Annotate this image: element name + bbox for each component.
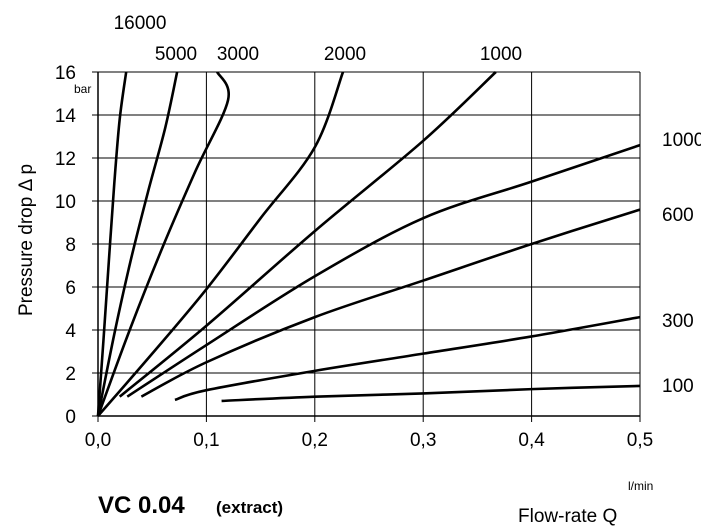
y-tick-label: 6 xyxy=(65,278,76,299)
series-label-600-right: 600 xyxy=(662,205,694,226)
series-line-300-right xyxy=(174,315,641,402)
series-line-600-right xyxy=(140,208,641,398)
x-axis-title: Flow-rate Q xyxy=(518,506,617,526)
series-line-100-right xyxy=(221,384,641,403)
y-tick-label: 14 xyxy=(55,106,77,127)
series-label-1000-top: 1000 xyxy=(480,44,522,65)
y-tick-label: 10 xyxy=(55,192,76,213)
chart-subtitle: (extract) xyxy=(216,498,283,517)
y-tick-label: 4 xyxy=(65,321,76,342)
y-tick-label: 0 xyxy=(65,407,76,428)
series-group xyxy=(96,71,641,417)
series-label-2000-top: 2000 xyxy=(324,44,366,65)
series-line-16000-top xyxy=(96,71,128,417)
y-tick-label: 12 xyxy=(55,149,76,170)
series-label-300-right: 300 xyxy=(662,311,694,332)
series-label-3000-top: 3000 xyxy=(217,44,259,65)
y-axis-title: Pressure drop Δ p xyxy=(16,164,37,316)
y-tick-label: 2 xyxy=(65,364,76,385)
axes: 0,0 0,1 0,2 0,3 0,4 0,5 0 2 4 6 8 10 12 14 16 xyxy=(55,63,653,451)
x-tick-label: 0,3 xyxy=(410,430,436,451)
x-tick-label: 0,5 xyxy=(627,430,653,451)
labels-group: 16000 5000 3000 2000 1000 1000 600 300 100 xyxy=(114,13,701,397)
x-unit-label: l/min xyxy=(628,479,653,493)
series-line-5000-top xyxy=(96,71,179,417)
series-line-1000-right xyxy=(126,143,641,398)
x-tick-label: 0,1 xyxy=(193,430,219,451)
y-unit-label: bar xyxy=(74,82,91,96)
series-label-16000-top: 16000 xyxy=(114,13,167,34)
series-line-1000-top xyxy=(118,71,497,398)
y-tick-label: 8 xyxy=(65,235,76,256)
x-tick-label: 0,0 xyxy=(85,430,111,451)
series-label-5000-top: 5000 xyxy=(155,44,197,65)
series-line-2000-top xyxy=(97,71,345,417)
series-line-3000-top xyxy=(96,71,231,417)
series-label-100-right: 100 xyxy=(662,376,694,397)
y-tick-label: 16 xyxy=(55,63,76,84)
chart-title: VC 0.04 xyxy=(98,492,185,519)
x-tick-label: 0,2 xyxy=(302,430,328,451)
grid xyxy=(98,71,641,416)
series-label-1000-right: 1000 xyxy=(662,130,701,151)
x-tick-label: 0,4 xyxy=(518,430,545,451)
